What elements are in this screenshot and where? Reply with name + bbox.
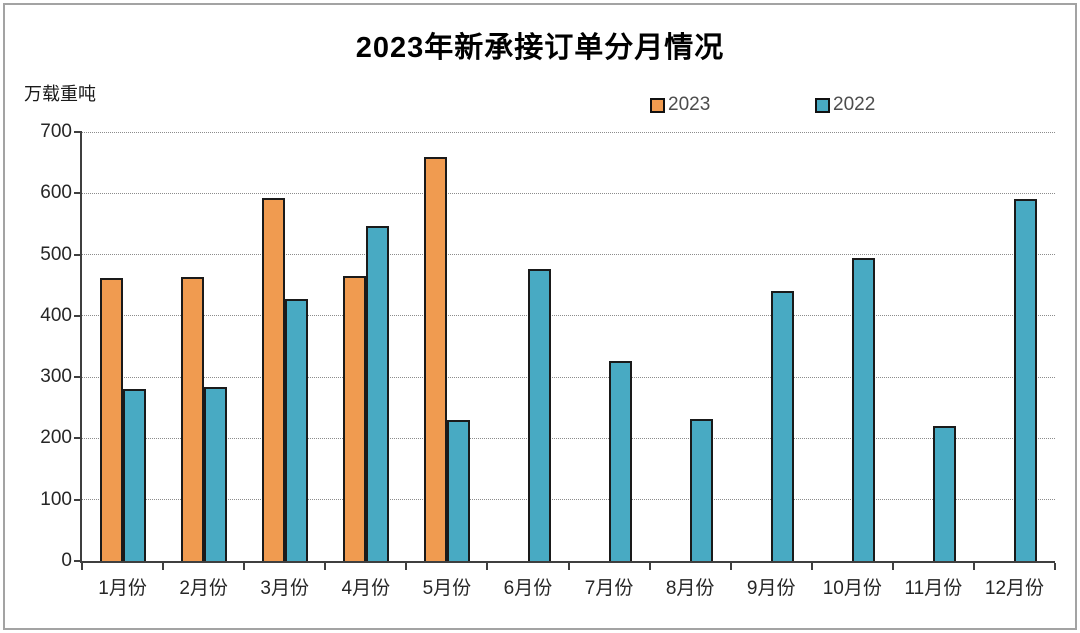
- x-tick-12: [1054, 563, 1056, 570]
- gridline-200: [82, 437, 1055, 439]
- legend-label-2023: 2023: [668, 94, 711, 115]
- x-tick-11: [972, 563, 975, 570]
- y-axis-unit-label: 万载重吨: [24, 84, 96, 104]
- x-label-3月份: 3月份: [260, 578, 309, 599]
- x-label-6月份: 6月份: [503, 578, 553, 599]
- bar-2023-2月份: [180, 277, 204, 561]
- x-tick-0: [81, 563, 83, 570]
- x-tick-4: [405, 563, 408, 570]
- bar-2022-6月份: [527, 269, 551, 561]
- bar-2022-1月份: [122, 388, 146, 561]
- bar-2023-1月份: [99, 278, 123, 561]
- bar-2022-8月份: [690, 418, 714, 561]
- y-tick-500: [74, 253, 82, 256]
- y-tick-label-0: 0: [61, 550, 72, 571]
- x-tick-7: [648, 563, 651, 570]
- bar-2022-5月份: [446, 420, 470, 561]
- gridline-600: [82, 192, 1055, 194]
- x-label-2月份: 2月份: [179, 578, 228, 599]
- x-label-9月份: 9月份: [746, 578, 796, 599]
- x-label-5月份: 5月份: [422, 578, 472, 599]
- bar-2022-7月份: [609, 360, 633, 561]
- x-label-8月份: 8月份: [665, 578, 715, 599]
- x-tick-1: [162, 563, 165, 570]
- x-tick-10: [891, 563, 894, 570]
- gridline-700: [82, 131, 1055, 133]
- plot-area: 0 100 200 300 400 500 600 700 1月份 2月份 3月份 4月份 5月份 6月份…: [40, 121, 1056, 599]
- y-tick-label-600: 600: [40, 182, 72, 204]
- gridline-500: [82, 254, 1055, 256]
- chart-title: 2023年新承接订单分月情况: [355, 32, 725, 64]
- y-tick-100: [74, 498, 82, 501]
- x-label-4月份: 4月份: [341, 578, 391, 599]
- y-tick-label-500: 500: [40, 243, 72, 265]
- y-tick-label-400: 400: [40, 304, 72, 326]
- bar-2023-4月份: [342, 276, 366, 561]
- y-tick-label-300: 300: [40, 366, 72, 388]
- gridline-300: [82, 376, 1055, 378]
- legend-label-2022: 2022: [833, 94, 876, 115]
- y-tick-300: [74, 376, 82, 379]
- y-tick-label-100: 100: [40, 488, 72, 510]
- x-label-10月份: 10月份: [822, 578, 882, 599]
- legend-swatch-2022: [815, 97, 830, 113]
- x-tick-9: [810, 563, 813, 570]
- gridline-400: [82, 315, 1055, 317]
- y-tick-700: [74, 131, 82, 133]
- bar-2023-5月份: [423, 156, 447, 561]
- y-tick-600: [74, 192, 82, 195]
- legend-item-2023: 2023: [650, 94, 710, 116]
- x-label-12月份: 12月份: [984, 578, 1045, 599]
- gridline-100: [82, 499, 1055, 501]
- x-tick-5: [486, 563, 489, 570]
- bar-2022-2月份: [203, 386, 227, 561]
- x-label-11月份: 11月份: [904, 578, 963, 599]
- bar-2022-3月份: [284, 298, 308, 561]
- bar-2022-12月份: [1014, 198, 1038, 561]
- y-tick-0: [74, 560, 82, 562]
- x-tick-6: [567, 563, 570, 570]
- bar-2022-11月份: [933, 426, 957, 561]
- y-tick-400: [74, 314, 82, 317]
- x-tick-3: [324, 563, 327, 570]
- bar-2023-3月份: [261, 197, 285, 561]
- x-label-1月份: 1月份: [98, 578, 147, 599]
- x-label-7月份: 7月份: [584, 578, 634, 599]
- x-tick-8: [729, 563, 732, 570]
- legend-item-2022: 2022: [815, 94, 875, 116]
- x-tick-2: [243, 563, 246, 570]
- y-tick-label-700: 700: [40, 121, 72, 142]
- bar-2022-10月份: [852, 258, 876, 561]
- bar-2022-9月份: [771, 291, 795, 561]
- bar-2022-4月份: [365, 225, 389, 561]
- y-tick-label-200: 200: [40, 427, 72, 449]
- y-tick-200: [74, 437, 82, 440]
- legend-swatch-2023: [650, 97, 665, 113]
